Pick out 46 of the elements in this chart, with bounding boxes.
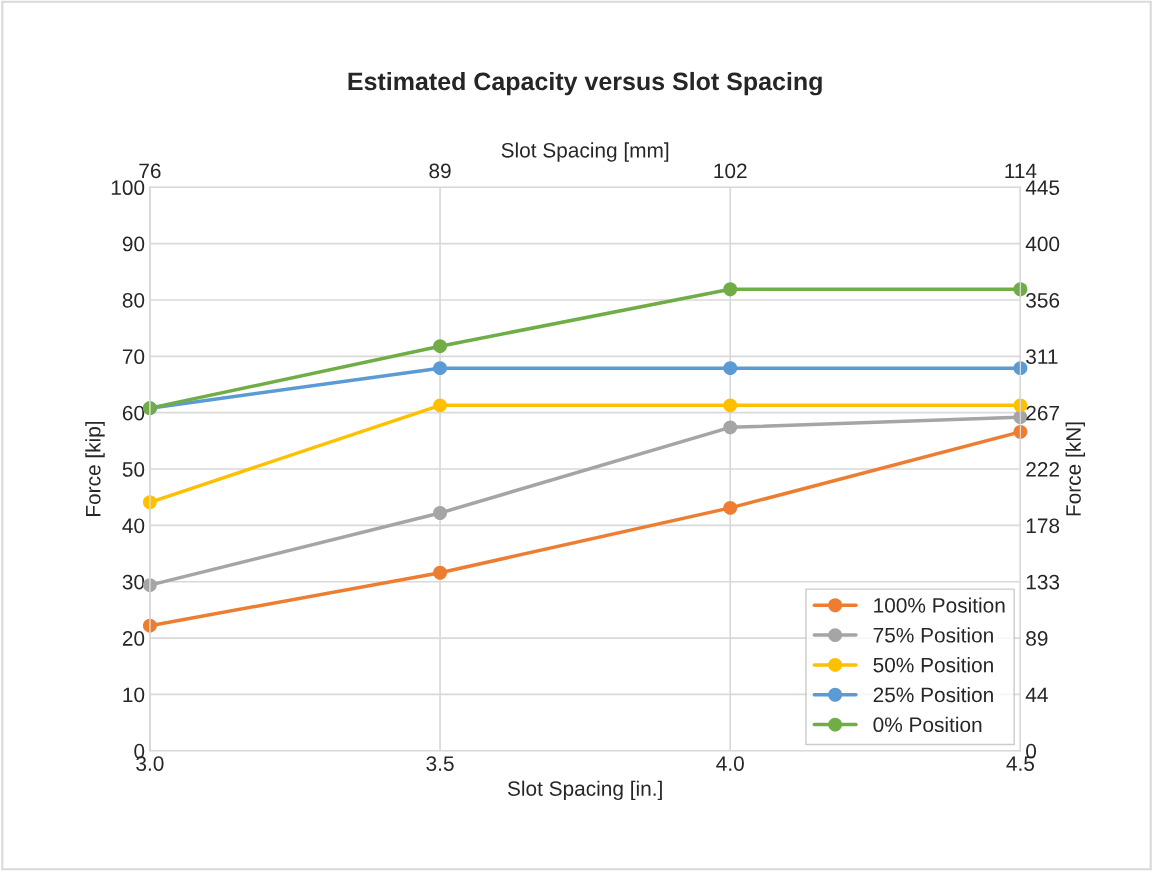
y2-tick-label: 133 (1026, 574, 1060, 590)
legend-label: 0% Position (873, 716, 982, 733)
y2-tick-label: 445 (1025, 180, 1060, 196)
y2-tick-label: 267 (1026, 405, 1059, 421)
x2-axis-title: Slot Spacing [mm] (501, 142, 669, 162)
y-tick-label: 10 (123, 687, 145, 703)
point (723, 420, 738, 435)
point (723, 398, 738, 413)
y2-tick-label: 89 (1026, 631, 1048, 646)
y-tick-label: 90 (122, 236, 145, 252)
y-tick-label: 50 (122, 462, 145, 477)
y-tick-label: 60 (122, 405, 145, 421)
legend-label: 25% Position (873, 686, 993, 703)
y-tick-label: 30 (122, 574, 145, 590)
point (723, 500, 738, 515)
y-tick-label: 70 (122, 349, 145, 365)
x-tick-label: 3.5 (426, 756, 454, 771)
point (433, 361, 448, 376)
y2-axis-title: Force [kN] (1065, 422, 1085, 516)
x2-tick-label: 89 (429, 163, 451, 179)
y2-tick-label: 311 (1026, 349, 1058, 365)
y-tick-label: 80 (122, 292, 145, 308)
y2-tick-label: 44 (1025, 687, 1048, 702)
x2-tick-label: 102 (714, 163, 747, 179)
legend-label: 75% Position (873, 627, 993, 643)
y-tick-label: 40 (122, 518, 145, 534)
point (723, 361, 738, 376)
point (433, 506, 448, 520)
y2-tick-label: 178 (1026, 518, 1060, 534)
y-tick-label: 100 (111, 180, 145, 196)
point (433, 339, 448, 354)
legend-label: 100% Position (874, 597, 1005, 613)
y2-tick-label: 356 (1026, 292, 1060, 308)
legend-label: 50% Position (873, 657, 993, 673)
point (433, 565, 448, 580)
x2-tick-label: 76 (139, 163, 161, 179)
y2-tick-label: 400 (1025, 236, 1060, 252)
y-axis-title: Force [kip] (85, 421, 105, 516)
y-tick-label: 20 (122, 631, 145, 646)
point (723, 282, 738, 297)
x-tick-label: 4.0 (716, 756, 744, 771)
point (433, 398, 448, 413)
x2-tick-label: 114 (1005, 163, 1037, 179)
x-axis-title: Slot Spacing [in.] (507, 780, 662, 801)
y2-tick-label: 222 (1026, 462, 1059, 477)
chart-title: Estimated Capacity versus Slot Spacing (348, 71, 822, 96)
